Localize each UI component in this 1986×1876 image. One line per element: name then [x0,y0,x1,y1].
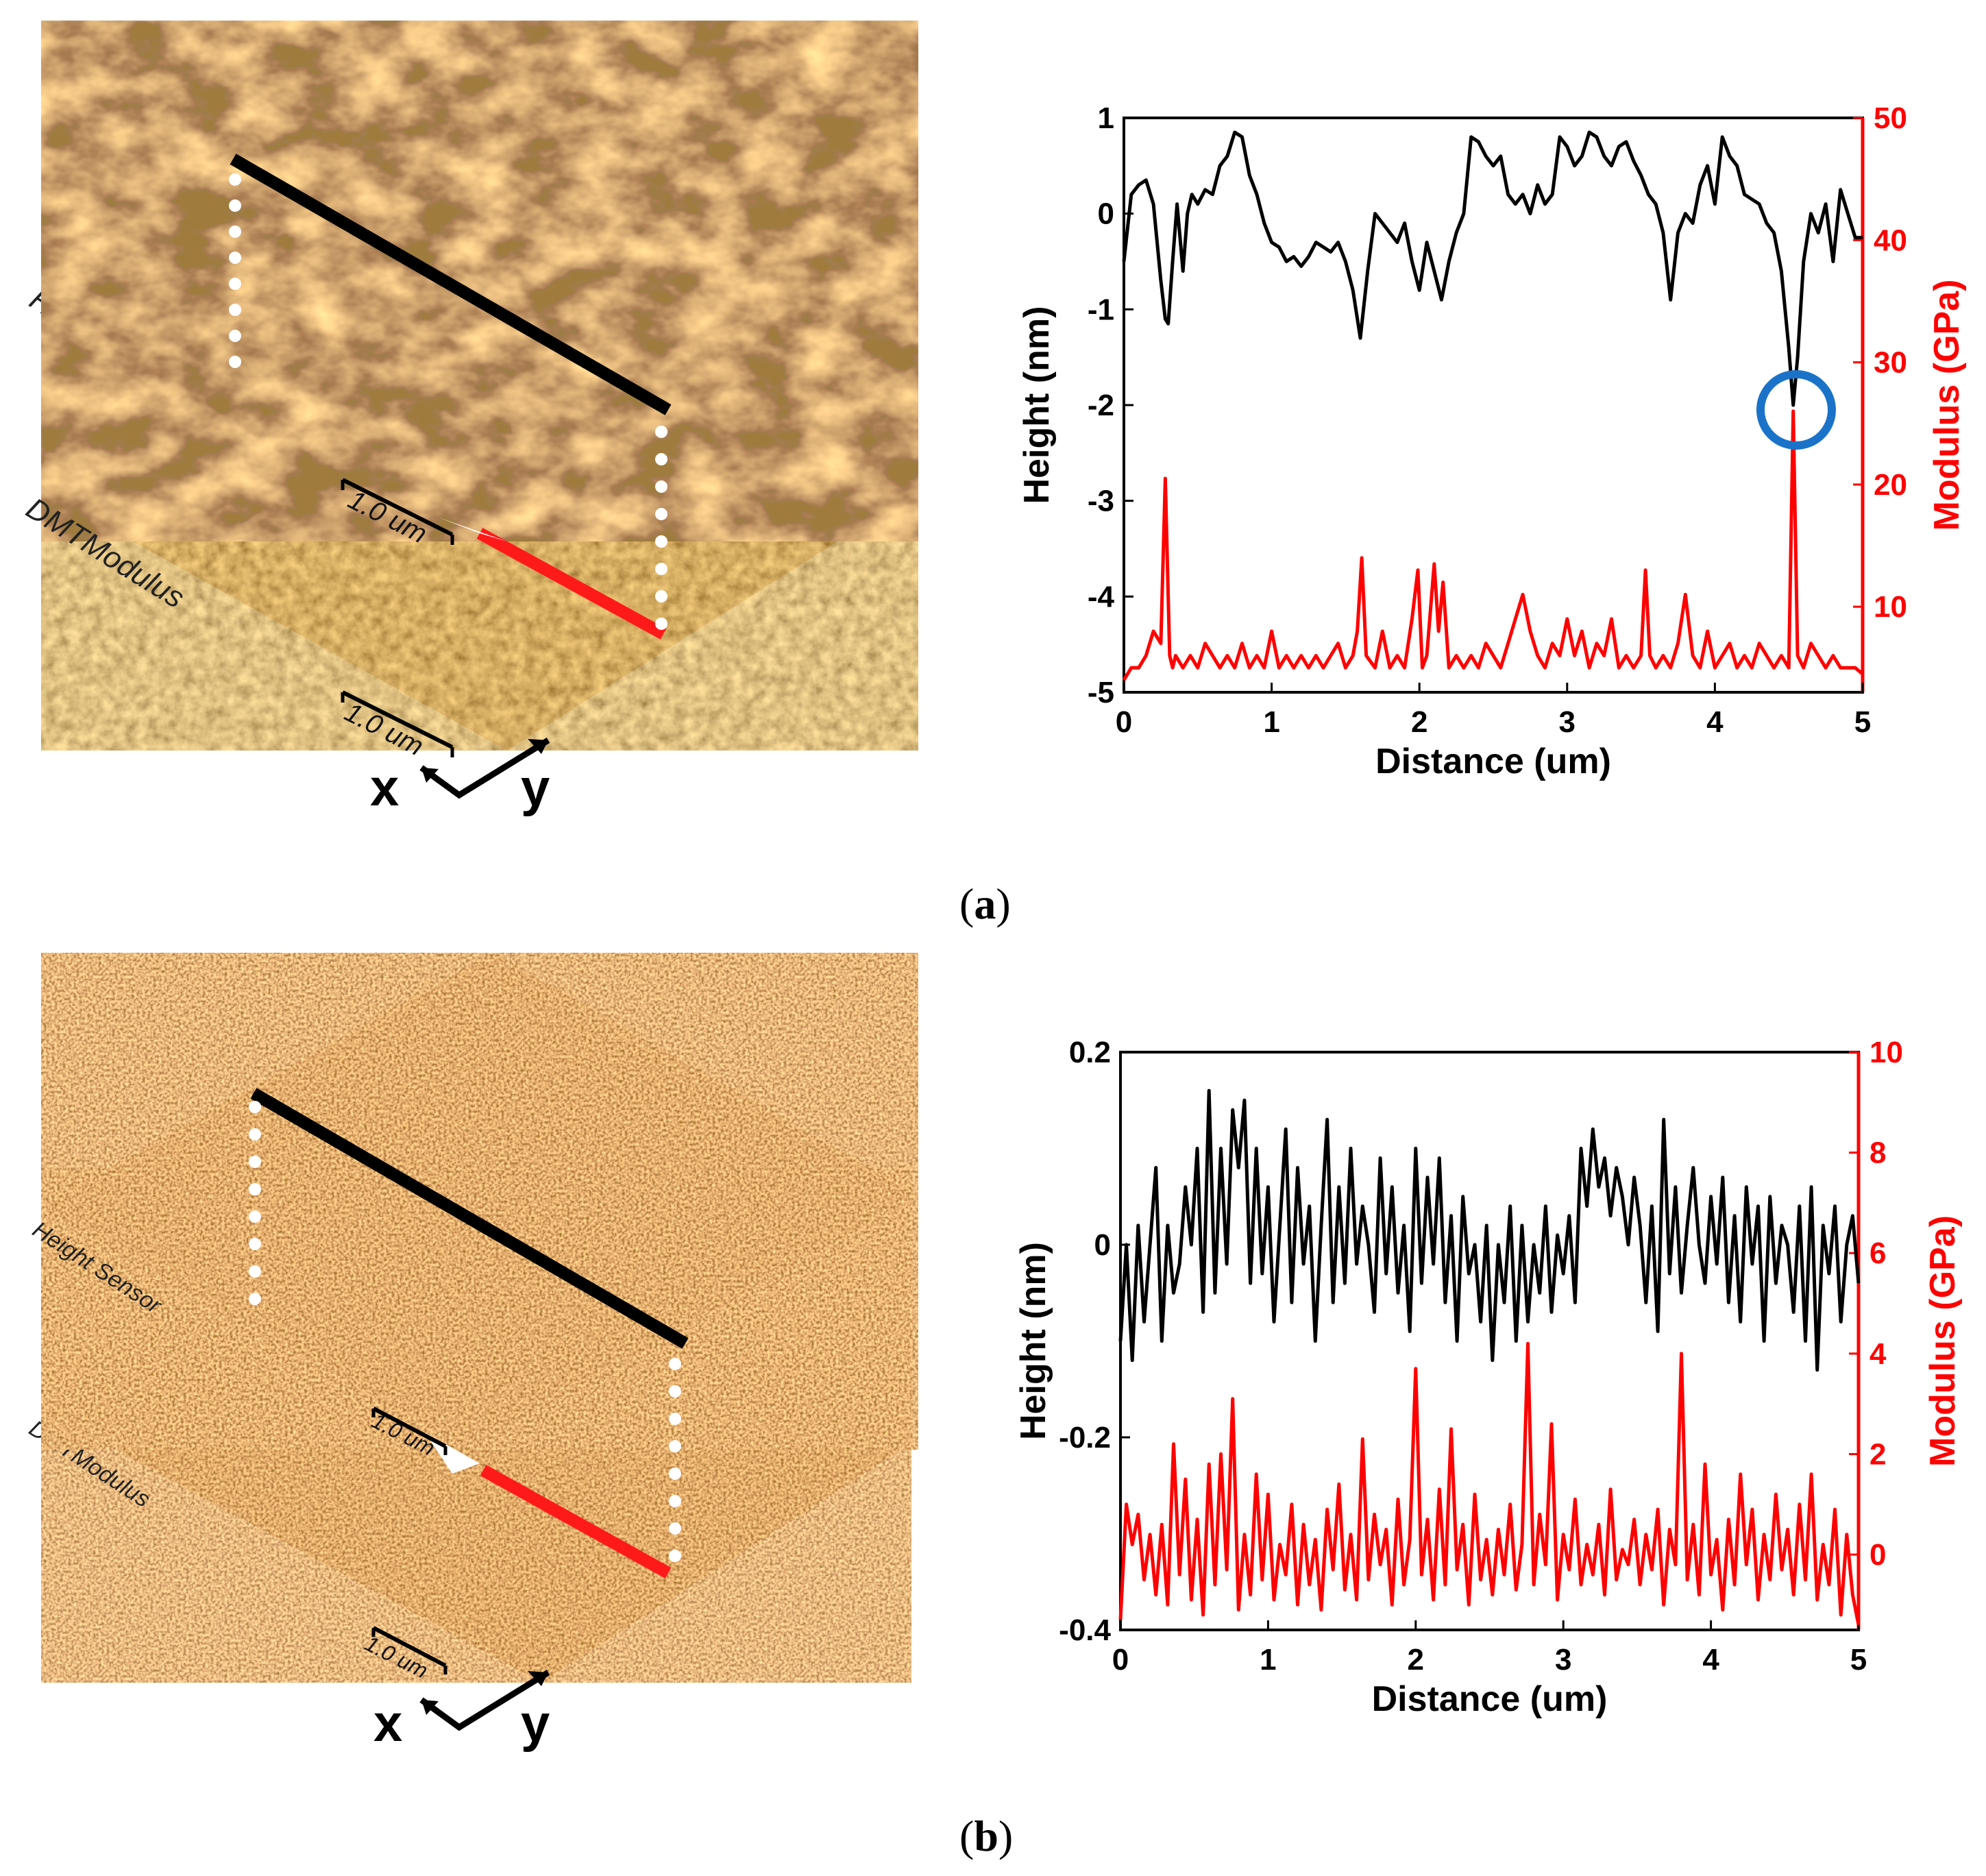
caption-b: (b) [959,1812,1013,1860]
y-left-tick-label: 0 [1094,1228,1111,1262]
plot-frame [1123,117,1864,694]
caption-a: (a) [959,879,1011,928]
y-left-axis-title: Height (nm) [1017,306,1057,504]
series-modulus-line [1118,1341,1861,1626]
modulus-profile-line-b [480,1465,672,1579]
x-tick-label: 4 [1702,1643,1719,1677]
x-axis-title: Distance (um) [1372,1679,1608,1719]
scale-bar-label-bottom: 1.0 um [340,697,428,762]
scale-bar-bottom-b: 1.0 um [361,1626,448,1683]
xy-axes-b: x y [373,1670,550,1753]
y-left-tick-label: -3 [1088,485,1114,518]
y-right-tick-label: 30 [1874,346,1907,380]
annotation-circle [1756,369,1836,450]
x-tick-label: 5 [1854,705,1871,739]
x-tick-label: 0 [1116,705,1132,739]
x-tick-label: 5 [1850,1643,1867,1677]
y-left-tick-label: -2 [1088,389,1114,422]
y-left-tick-label: -4 [1088,580,1115,613]
y-right-tick-label: 20 [1874,468,1907,502]
y-right-tick-label: 0 [1869,1538,1886,1572]
panel-b: DMTModulus Height Sensor 1.0 um 1.0 um [25,953,1963,1860]
x-tick-label: 2 [1408,1643,1424,1677]
y-left-tick-label: -5 [1088,676,1114,709]
y-axis-label-a: y [521,759,550,817]
dotted-connector-right-b [669,1358,681,1562]
x-axis-title: Distance (um) [1375,742,1611,781]
y-axis-label-b: y [521,1694,550,1753]
xy-axes-a: x y [370,738,550,817]
x-tick-label: 1 [1263,705,1279,739]
x-tick-label: 4 [1706,705,1724,739]
y-left-axis-title: Height (nm) [1014,1242,1053,1440]
series-height-line [1122,130,1863,407]
height-profile-line-b [250,1088,689,1349]
y-right-tick-label: 40 [1874,223,1907,257]
y-right-tick-label: 10 [1874,590,1907,624]
y-right-tick-label: 10 [1869,1036,1903,1069]
y-left-tick-label: 0 [1098,197,1114,231]
y-left-tick-label: -0.2 [1059,1421,1111,1454]
x-axis-label-b: x [373,1694,402,1753]
x-tick-label: 1 [1260,1643,1276,1677]
y-left-tick-label: -0.4 [1059,1613,1111,1647]
x-tick-label: 2 [1411,705,1427,739]
y-right-tick-label: 8 [1869,1136,1886,1170]
x-axis-label-a: x [370,759,399,817]
series-modulus-line [1122,409,1864,681]
y-right-axis-title: Modulus (GPa) [1923,1215,1963,1467]
y-left-tick-label: 0.2 [1069,1036,1111,1069]
y-right-tick-label: 6 [1869,1237,1886,1270]
y-left-tick-label: -1 [1088,293,1114,326]
x-tick-label: 3 [1555,1643,1571,1677]
height-profile-line [230,154,672,415]
modulus-profile-line [476,528,667,639]
y-right-axis-title: Modulus (GPa) [1927,280,1967,531]
dotted-connector-left-b [249,1101,261,1305]
dotted-connector-right [655,426,667,630]
y-right-tick-label: 50 [1874,101,1907,135]
x-tick-label: 0 [1112,1643,1129,1677]
y-right-tick-label: 2 [1869,1437,1886,1471]
chart-b: 0 1 2 3 4 5 0.2 0 -0.2 -0.4 10 8 6 4 2 0 Distance (um) He… [1014,1036,1963,1719]
series-height-line [1118,1088,1861,1372]
x-tick-label: 3 [1559,705,1576,739]
dmt-modulus-map: DMTModulus [21,21,918,751]
y-right-tick-label: 4 [1869,1337,1887,1371]
dotted-connector-left [229,173,241,368]
y-left-tick-label: 1 [1098,101,1114,135]
panel-a: Height Sensor DMTModulus 1.0 um [21,21,1967,928]
